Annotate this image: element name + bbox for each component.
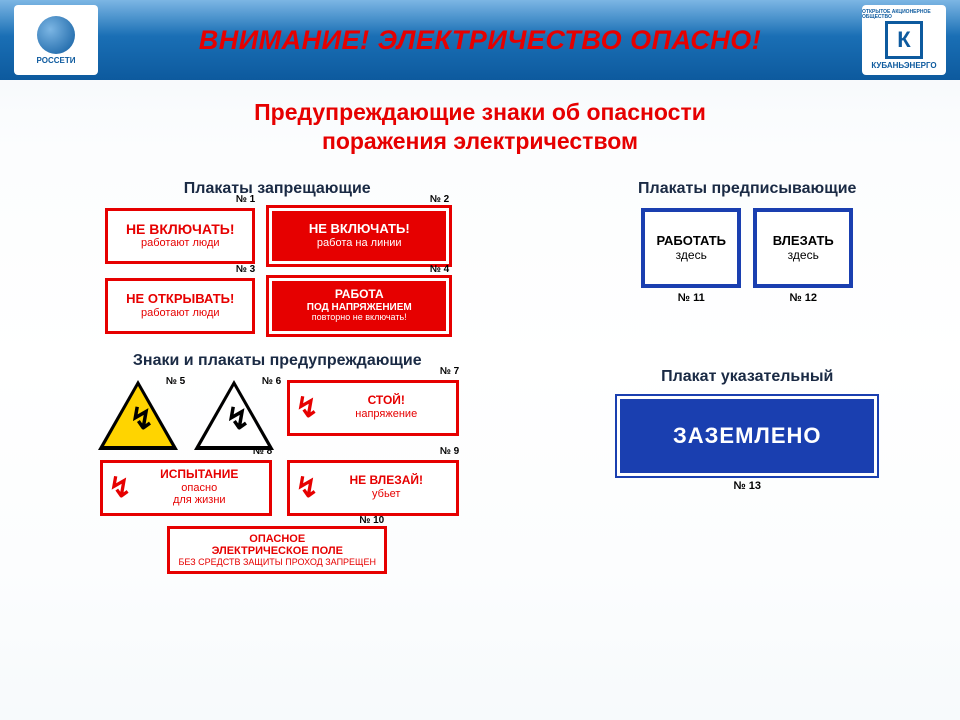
sign-12-line2: здесь <box>788 248 819 262</box>
sign-4: РАБОТА ПОД НАПРЯЖЕНИЕМ повторно не включ… <box>269 278 449 334</box>
prescriptive-title: Плакаты предписывающие <box>565 180 931 198</box>
sign-12-num: № 12 <box>753 292 853 304</box>
sign-11: РАБОТАТЬ здесь <box>641 208 741 288</box>
sign-10-line2: ЭЛЕКТРИЧЕСКОЕ ПОЛЕ <box>174 545 380 557</box>
sign-11-line2: здесь <box>676 248 707 262</box>
sign-2-line2: работа на линии <box>317 237 402 249</box>
sign-4-line1: РАБОТА <box>335 288 384 301</box>
sign-13-wrap: ЗАЗЕМЛЕНО № 13 <box>565 396 931 492</box>
sign-13-num: № 13 <box>565 480 931 492</box>
sign-4-line2: ПОД НАПРЯЖЕНИЕМ <box>307 302 412 313</box>
sign-9-text: НЕ ВЛЕЗАЙ! убьет <box>321 474 451 500</box>
sign-7-bolt-icon: ↯ <box>295 391 317 424</box>
sign-9-line1: НЕ ВЛЕЗАЙ! <box>349 473 423 487</box>
sign-8-bolt-icon: ↯ <box>108 471 130 504</box>
sign-9-num: № 9 <box>440 446 460 457</box>
right-column: Плакаты предписывающие РАБОТАТЬ здесь № … <box>565 176 931 574</box>
kubanenergo-label: КУБАНЬЭНЕРГО <box>871 61 936 70</box>
subtitle-line2: поражения электричеством <box>322 128 638 154</box>
sign-5-bolt-icon: ↯ <box>129 402 154 437</box>
prescriptive-row: РАБОТАТЬ здесь № 11 ВЛЕЗАТЬ здесь № 12 <box>565 208 931 304</box>
sign-8: ↯ ИСПЫТАНИЕ опасно для жизни <box>100 460 272 516</box>
sign-13: ЗАЗЕМЛЕНО <box>617 396 877 476</box>
sign-6-triangle: ↯ <box>194 380 274 450</box>
sign-12-line1: ВЛЕЗАТЬ <box>773 233 834 248</box>
sign-4-wrap: № 4 РАБОТА ПОД НАПРЯЖЕНИЕМ повторно не в… <box>269 278 449 334</box>
sign-10: № 10 ОПАСНОЕ ЭЛЕКТРИЧЕСКОЕ ПОЛЕ БЕЗ СРЕД… <box>167 526 387 574</box>
sign-7: ↯ СТОЙ! напряжение <box>287 380 459 436</box>
sign-1-line1: НЕ ВКЛЮЧАТЬ! <box>126 221 235 237</box>
content: Предупреждающие знаки об опасности пораж… <box>0 80 960 584</box>
sign-3-wrap: № 3 НЕ ОТКРЫВАТЬ! работают люди <box>105 278 255 334</box>
rosseti-logo: РОССЕТИ <box>14 5 98 75</box>
sign-12: ВЛЕЗАТЬ здесь <box>753 208 853 288</box>
warning-grid: № 5 ↯ № 6 ↯ № 7 <box>30 380 525 574</box>
sign-8-wrap: № 8 ↯ ИСПЫТАНИЕ опасно для жизни <box>100 460 272 516</box>
sign-7-num: № 7 <box>440 366 460 377</box>
sign-8-text: ИСПЫТАНИЕ опасно для жизни <box>134 468 264 507</box>
sign-10-num: № 10 <box>359 515 384 526</box>
sign-12-wrap: ВЛЕЗАТЬ здесь № 12 <box>753 208 853 304</box>
sign-9-line2: убьет <box>321 488 451 501</box>
left-column: Плакаты запрещающие № 1 НЕ ВКЛЮЧАТЬ! раб… <box>30 176 525 574</box>
kubanenergo-logo: ОТКРЫТОЕ АКЦИОНЕРНОЕ ОБЩЕСТВО К КУБАНЬЭН… <box>862 5 946 75</box>
sign-8-line1: ИСПЫТАНИЕ <box>160 467 238 481</box>
kubanenergo-small: ОТКРЫТОЕ АКЦИОНЕРНОЕ ОБЩЕСТВО <box>862 10 946 20</box>
sign-3-line1: НЕ ОТКРЫВАТЬ! <box>126 292 234 307</box>
sign-5-triangle: ↯ <box>98 380 178 450</box>
sign-11-num: № 11 <box>641 292 741 304</box>
sign-2-line1: НЕ ВКЛЮЧАТЬ! <box>309 222 410 236</box>
sign-1: НЕ ВКЛЮЧАТЬ! работают люди <box>105 208 255 264</box>
sign-9-wrap: № 9 ↯ НЕ ВЛЕЗАЙ! убьет <box>287 460 459 516</box>
sign-4-line3: повторно не включать! <box>312 313 407 323</box>
sign-1-wrap: № 1 НЕ ВКЛЮЧАТЬ! работают люди <box>105 208 255 264</box>
sign-11-wrap: РАБОТАТЬ здесь № 11 <box>641 208 741 304</box>
kubanenergo-icon: К <box>885 21 923 59</box>
sign-8-line3: для жизни <box>134 494 264 507</box>
sign-8-line2: опасно <box>134 482 264 495</box>
sign-2-wrap: № 2 НЕ ВКЛЮЧАТЬ! работа на линии <box>269 208 449 264</box>
sign-10-line1: ОПАСНОЕ <box>174 533 380 545</box>
rosseti-label: РОССЕТИ <box>37 56 76 65</box>
sign-10-line3: БЕЗ СРЕДСТВ ЗАЩИТЫ ПРОХОД ЗАПРЕЩЕН <box>174 557 380 567</box>
sign-3-line2: работают люди <box>141 307 220 320</box>
sign-2: НЕ ВКЛЮЧАТЬ! работа на линии <box>269 208 449 264</box>
indicative-title: Плакат указательный <box>565 368 931 386</box>
sign-9-bolt-icon: ↯ <box>295 471 317 504</box>
sign-3-num: № 3 <box>236 264 256 275</box>
subtitle-line1: Предупреждающие знаки об опасности <box>254 99 706 125</box>
sign-11-line1: РАБОТАТЬ <box>656 233 726 248</box>
sign-1-num: № 1 <box>236 194 256 205</box>
sign-1-line2: работают люди <box>141 237 220 250</box>
sign-7-line1: СТОЙ! <box>368 393 405 407</box>
sign-5-wrap: № 5 ↯ <box>95 380 181 450</box>
sign-13-text: ЗАЗЕМЛЕНО <box>673 423 822 449</box>
sign-3: НЕ ОТКРЫВАТЬ! работают люди <box>105 278 255 334</box>
columns: Плакаты запрещающие № 1 НЕ ВКЛЮЧАТЬ! раб… <box>30 176 930 574</box>
sign-4-num: № 4 <box>430 264 450 275</box>
sign-8-num: № 8 <box>253 446 273 457</box>
sign-7-line2: напряжение <box>321 408 451 421</box>
header-bar: РОССЕТИ ВНИМАНИЕ! ЭЛЕКТРИЧЕСТВО ОПАСНО! … <box>0 0 960 80</box>
sign-9: ↯ НЕ ВЛЕЗАЙ! убьет <box>287 460 459 516</box>
rosseti-globe-icon <box>37 16 75 54</box>
sign-7-wrap: № 7 ↯ СТОЙ! напряжение <box>287 380 459 450</box>
prohibiting-grid: № 1 НЕ ВКЛЮЧАТЬ! работают люди № 2 НЕ ВК… <box>30 208 525 334</box>
subtitle: Предупреждающие знаки об опасности пораж… <box>30 98 930 156</box>
sign-7-text: СТОЙ! напряжение <box>321 394 451 420</box>
prohibiting-title: Плакаты запрещающие <box>30 180 525 198</box>
sign-6-bolt-icon: ↯ <box>225 402 250 437</box>
sign-6-wrap: № 6 ↯ <box>191 380 277 450</box>
sign-2-num: № 2 <box>430 194 450 205</box>
page-title: ВНИМАНИЕ! ЭЛЕКТРИЧЕСТВО ОПАСНО! <box>98 25 862 56</box>
